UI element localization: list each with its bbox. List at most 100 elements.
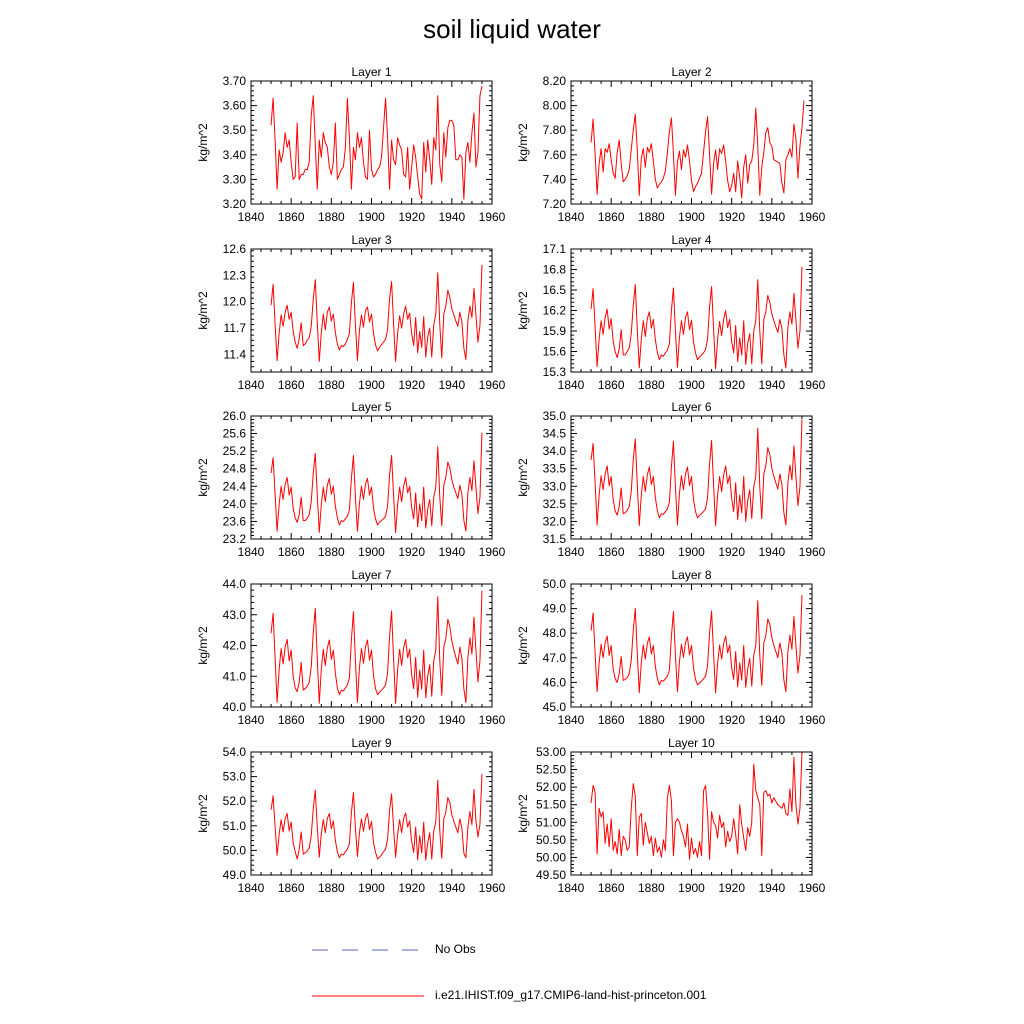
y-tick-label: 31.5	[543, 532, 567, 546]
series-line	[590, 595, 803, 694]
y-tick-label: 3.60	[223, 99, 247, 113]
legend-label-no-obs: No Obs	[435, 942, 476, 956]
x-tick-label: 1960	[479, 378, 506, 392]
x-tick-label: 1940	[758, 881, 785, 895]
y-tick-label: 7.60	[543, 148, 567, 162]
y-axis-label: kg/m^2	[516, 291, 530, 330]
y-tick-label: 35.0	[543, 409, 567, 423]
y-tick-label: 49.0	[223, 868, 247, 882]
x-tick-label: 1840	[238, 713, 265, 727]
y-tick-label: 15.6	[543, 345, 567, 359]
plot-frame	[250, 583, 493, 708]
y-axis-label: kg/m^2	[196, 291, 210, 330]
panel-layer-10: Layer 10 kg/m^2 1840 1860 1880 1900 1920 1940 19…	[516, 736, 826, 895]
y-tick-label: 49.0	[543, 602, 567, 616]
y-tick-label: 54.0	[223, 745, 247, 759]
y-tick-label: 15.3	[543, 365, 567, 379]
x-tick-label: 1940	[438, 378, 465, 392]
x-tick-label: 1860	[598, 881, 625, 895]
panel-title: Layer 4	[671, 233, 711, 247]
panel-title: Layer 9	[351, 736, 391, 750]
x-tick-label: 1880	[318, 378, 345, 392]
panel-layer-5: Layer 5 kg/m^2 1840 1860 1880 1900 1920 1940 196…	[196, 400, 506, 559]
series-line	[270, 432, 483, 533]
panel-title: Layer 8	[671, 568, 711, 582]
x-tick-label: 1960	[799, 378, 826, 392]
x-tick-label: 1940	[438, 713, 465, 727]
y-tick-label: 24.0	[223, 497, 247, 511]
legend-label-model-run: i.e21.IHIST.f09_g17.CMIP6-land-hist-prin…	[435, 988, 707, 1002]
panel-layer-4: Layer 4 kg/m^2 1840 1860 1880 1900 1920 1940 196…	[516, 233, 826, 392]
x-tick-label: 1940	[438, 881, 465, 895]
y-tick-label: 7.80	[543, 123, 567, 137]
panel-layer-2: Layer 2 kg/m^2 1840 1860 1880 1900 1920 1940 196…	[516, 65, 826, 224]
y-tick-label: 24.8	[223, 462, 247, 476]
x-tick-label: 1900	[358, 210, 385, 224]
x-tick-label: 1840	[558, 378, 585, 392]
y-tick-label: 42.0	[223, 639, 247, 653]
y-axis-label: kg/m^2	[516, 458, 530, 497]
x-tick-label: 1960	[799, 545, 826, 559]
y-tick-label: 3.40	[223, 148, 247, 162]
y-tick-label: 33.5	[543, 462, 567, 476]
x-tick-label: 1860	[598, 545, 625, 559]
x-tick-label: 1860	[278, 210, 305, 224]
y-tick-label: 17.1	[543, 242, 567, 256]
x-tick-label: 1900	[678, 378, 705, 392]
y-tick-label: 23.2	[223, 532, 247, 546]
x-tick-label: 1960	[799, 713, 826, 727]
series-line	[590, 100, 805, 199]
y-tick-label: 46.0	[543, 675, 567, 689]
x-tick-label: 1860	[278, 713, 305, 727]
y-tick-label: 51.00	[536, 815, 566, 829]
x-tick-label: 1920	[398, 713, 425, 727]
y-axis-label: kg/m^2	[196, 458, 210, 497]
y-tick-label: 50.0	[223, 843, 247, 857]
y-tick-label: 44.0	[223, 577, 247, 591]
y-tick-label: 12.6	[223, 242, 247, 256]
panel-title: Layer 10	[668, 736, 715, 750]
y-axis-label: kg/m^2	[196, 794, 210, 833]
y-axis-label: kg/m^2	[516, 123, 530, 162]
x-tick-label: 1880	[318, 881, 345, 895]
y-tick-label: 47.0	[543, 651, 567, 665]
x-tick-label: 1940	[758, 545, 785, 559]
x-tick-label: 1940	[438, 210, 465, 224]
x-tick-label: 1940	[758, 713, 785, 727]
x-tick-label: 1860	[598, 378, 625, 392]
x-tick-label: 1920	[398, 881, 425, 895]
x-tick-label: 1900	[358, 881, 385, 895]
x-tick-label: 1920	[718, 881, 745, 895]
y-tick-label: 8.20	[543, 74, 567, 88]
y-tick-label: 50.0	[543, 577, 567, 591]
x-tick-label: 1900	[678, 713, 705, 727]
series-line	[590, 266, 803, 370]
x-tick-label: 1920	[718, 378, 745, 392]
y-tick-label: 3.50	[223, 123, 247, 137]
x-tick-label: 1940	[758, 378, 785, 392]
legend-swatch-no-obs	[312, 949, 424, 951]
y-tick-label: 26.0	[223, 409, 247, 423]
series-line	[270, 264, 483, 362]
y-tick-label: 52.00	[536, 780, 566, 794]
x-tick-label: 1900	[358, 545, 385, 559]
y-tick-label: 50.00	[536, 850, 566, 864]
y-tick-label: 34.0	[543, 444, 567, 458]
panel-layer-3: Layer 3 kg/m^2 1840 1860 1880 1900 1920 1940 196…	[196, 233, 506, 392]
series-line	[270, 590, 483, 704]
y-tick-label: 25.2	[223, 444, 247, 458]
x-tick-label: 1840	[238, 545, 265, 559]
y-tick-label: 40.0	[223, 700, 247, 714]
y-tick-label: 12.0	[223, 295, 247, 309]
x-tick-label: 1940	[758, 210, 785, 224]
panel-layer-8: Layer 8 kg/m^2 1840 1860 1880 1900 1920 1940 196…	[516, 568, 826, 727]
panel-layer-1: Layer 1 kg/m^2 1840 1860 1880 1900 1920 1940 196…	[196, 65, 506, 224]
y-tick-label: 41.0	[223, 669, 247, 683]
y-tick-label: 33.0	[543, 479, 567, 493]
y-tick-label: 34.5	[543, 427, 567, 441]
y-tick-label: 52.0	[223, 794, 247, 808]
y-tick-label: 24.4	[223, 479, 247, 493]
x-tick-label: 1840	[238, 378, 265, 392]
panel-title: Layer 5	[351, 400, 391, 414]
figure-title: soil liquid water	[423, 14, 601, 44]
